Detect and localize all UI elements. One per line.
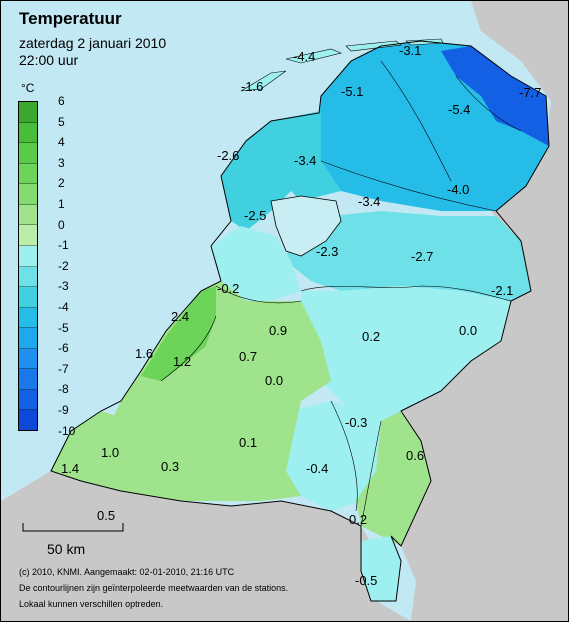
legend-tick-label: -3 bbox=[58, 279, 69, 294]
legend-tick-label: 3 bbox=[58, 155, 65, 170]
legend-swatch bbox=[19, 122, 37, 144]
credit-line-3: Lokaal kunnen verschillen optreden. bbox=[19, 599, 164, 609]
legend-tick-label: -7 bbox=[58, 361, 69, 376]
legend-tick-label: -5 bbox=[58, 320, 69, 335]
station-value: -5.4 bbox=[448, 102, 471, 117]
station-value: 1.4 bbox=[61, 461, 80, 476]
legend-swatch bbox=[19, 245, 37, 267]
zone-north-holland bbox=[211, 226, 301, 301]
zone-flevoland bbox=[286, 211, 531, 301]
legend-tick-label: 1 bbox=[58, 197, 65, 211]
map-date: zaterdag 2 januari 2010 bbox=[19, 35, 167, 51]
station-value: 0.6 bbox=[406, 448, 425, 463]
legend-unit: °C bbox=[21, 81, 35, 95]
legend-swatch bbox=[19, 266, 37, 288]
scale-label: 50 km bbox=[47, 541, 86, 557]
station-value: 0.5 bbox=[97, 508, 116, 523]
legend-tick-label: 5 bbox=[58, 114, 65, 129]
station-value: -1.6 bbox=[241, 79, 264, 94]
legend-color-bar bbox=[18, 101, 38, 431]
station-value: -0.5 bbox=[355, 573, 378, 588]
zone-south-tip bbox=[361, 536, 401, 601]
station-value: 0.7 bbox=[239, 349, 258, 364]
legend-swatch bbox=[19, 369, 37, 390]
legend-tick-label: -4 bbox=[58, 300, 69, 314]
station-value: 1.0 bbox=[101, 445, 120, 460]
station-value: -7.7 bbox=[519, 85, 542, 100]
legend-swatch bbox=[19, 102, 37, 123]
zone-friesland bbox=[221, 111, 341, 231]
station-value: -3.4 bbox=[294, 153, 317, 168]
legend-swatch bbox=[19, 348, 37, 370]
station-value: -4.0 bbox=[447, 182, 470, 197]
station-value: -2.3 bbox=[316, 244, 339, 259]
legend-tick-label: 4 bbox=[58, 135, 65, 150]
legend-swatch bbox=[19, 389, 37, 411]
legend-tick-label: -2 bbox=[58, 258, 69, 273]
legend-tick-label: -8 bbox=[58, 382, 69, 397]
station-value: 1.2 bbox=[173, 354, 192, 369]
station-value: 0.1 bbox=[239, 435, 258, 450]
legend-swatch bbox=[19, 307, 37, 329]
station-value: 0.2 bbox=[362, 329, 381, 344]
map-time: 22:00 uur bbox=[19, 52, 79, 68]
station-value: 0.0 bbox=[265, 373, 284, 388]
credit-line-2: De contourlijnen zijn geïnterpoleerde me… bbox=[19, 583, 289, 593]
legend-swatch bbox=[19, 143, 37, 164]
station-value: 0.0 bbox=[459, 323, 478, 338]
legend-tick-label: -1 bbox=[58, 238, 69, 253]
neighbour-land-east bbox=[401, 1, 568, 621]
station-value: -0.2 bbox=[217, 281, 240, 296]
legend-swatch bbox=[19, 163, 37, 185]
station-value: 0.3 bbox=[161, 459, 180, 474]
zone-centre-east bbox=[301, 286, 511, 421]
neighbour-land-south bbox=[1, 471, 411, 621]
legend-swatch bbox=[19, 204, 37, 226]
credit-line-1: (c) 2010, KNMI. Aangemaakt: 02-01-2010, … bbox=[19, 567, 235, 577]
legend-tick-label: 6 bbox=[58, 94, 65, 108]
station-value: -2.7 bbox=[411, 249, 434, 264]
station-value: -0.3 bbox=[345, 415, 368, 430]
legend-swatch bbox=[19, 328, 37, 349]
station-value: -3.4 bbox=[358, 194, 381, 209]
station-value: -2.1 bbox=[491, 283, 514, 298]
ijsselmeer bbox=[270, 195, 342, 257]
zone-zeeland bbox=[51, 411, 161, 491]
station-value: 1.6 bbox=[135, 346, 154, 361]
legend-swatch bbox=[19, 184, 37, 205]
scale-bar bbox=[22, 523, 124, 532]
legend-tick-label: -10 bbox=[58, 423, 76, 438]
zone-coast-warm bbox=[141, 286, 216, 381]
country-border bbox=[50, 40, 550, 602]
station-value: 0.2 bbox=[349, 512, 368, 527]
station-value: 2.4 bbox=[171, 309, 190, 324]
station-value: -2.6 bbox=[217, 148, 240, 163]
legend-swatch bbox=[19, 225, 37, 246]
legend-swatch bbox=[19, 287, 37, 308]
legend-tick-label: 0 bbox=[58, 217, 65, 232]
legend-swatch bbox=[19, 410, 37, 430]
legend-tick-label: -9 bbox=[58, 403, 69, 417]
station-value: -2.5 bbox=[244, 208, 267, 223]
map-title: Temperatuur bbox=[19, 9, 122, 28]
contour-lines bbox=[160, 60, 522, 527]
station-value: -4.4 bbox=[293, 49, 316, 64]
wadden-islands bbox=[240, 38, 444, 92]
station-value: -3.1 bbox=[399, 43, 422, 58]
zone-northeast-dark bbox=[441, 46, 549, 146]
legend-tick-label: 2 bbox=[58, 176, 65, 191]
station-value: 0.9 bbox=[269, 323, 288, 338]
legend-tick-label: -6 bbox=[58, 341, 69, 356]
zone-limburg-east bbox=[356, 411, 431, 546]
station-value: -5.1 bbox=[341, 84, 364, 99]
station-value: -0.4 bbox=[306, 461, 329, 476]
zone-south-light bbox=[286, 401, 381, 511]
